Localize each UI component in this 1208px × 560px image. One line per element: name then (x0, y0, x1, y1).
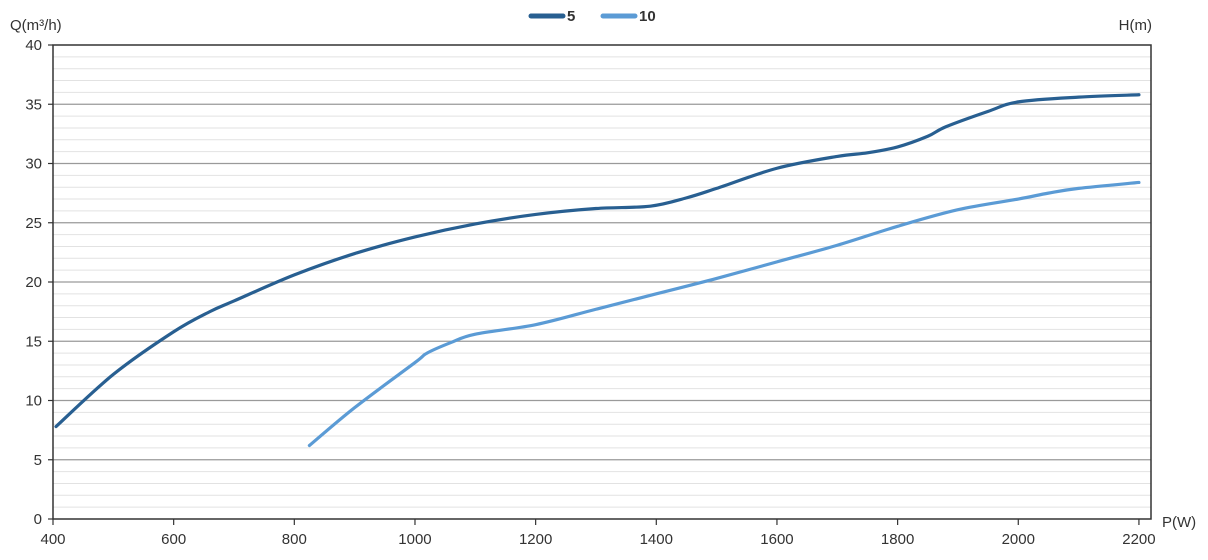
x-axis-ticks: 400 600 800 1000 1200 1400 1600 1800 2000 2200 (40, 519, 1156, 548)
y-tick-label: 0 (34, 511, 42, 528)
legend: 5 10 (528, 8, 656, 25)
y-tick-label: 5 (34, 452, 42, 469)
x-tick-label: 2000 (1002, 531, 1035, 548)
major-gridlines (53, 103, 1151, 461)
x-tick-label: 800 (282, 531, 307, 548)
y-tick-label: 15 (25, 333, 42, 350)
x-tick-label: 1600 (760, 531, 793, 548)
series-line-5 (54, 93, 1141, 429)
x-tick-label: 1400 (640, 531, 673, 548)
y-tick-label: 30 (25, 156, 42, 173)
x-tick-label: 2200 (1122, 531, 1155, 548)
x-tick-label: 1000 (398, 531, 431, 548)
y-axis-ticks: 0 5 10 15 20 25 30 35 40 (25, 37, 53, 528)
x-axis-title: P(W) (1162, 514, 1196, 531)
y-tick-label: 40 (25, 37, 42, 54)
y-tick-label: 10 (25, 393, 42, 410)
legend-label-10: 10 (639, 8, 656, 25)
y-tick-label: 25 (25, 215, 42, 232)
y-axis-title-right: H(m) (1119, 17, 1152, 34)
series-lines (54, 93, 1141, 448)
legend-label-5: 5 (567, 8, 575, 25)
x-tick-label: 600 (161, 531, 186, 548)
x-tick-label: 400 (40, 531, 65, 548)
y-tick-label: 35 (25, 96, 42, 113)
x-tick-label: 1800 (881, 531, 914, 548)
x-tick-label: 1200 (519, 531, 552, 548)
y-tick-label: 20 (25, 274, 42, 291)
minor-gridlines (53, 56, 1151, 508)
series-line-10 (307, 180, 1141, 448)
y-axis-title: Q(m³/h) (10, 17, 62, 34)
